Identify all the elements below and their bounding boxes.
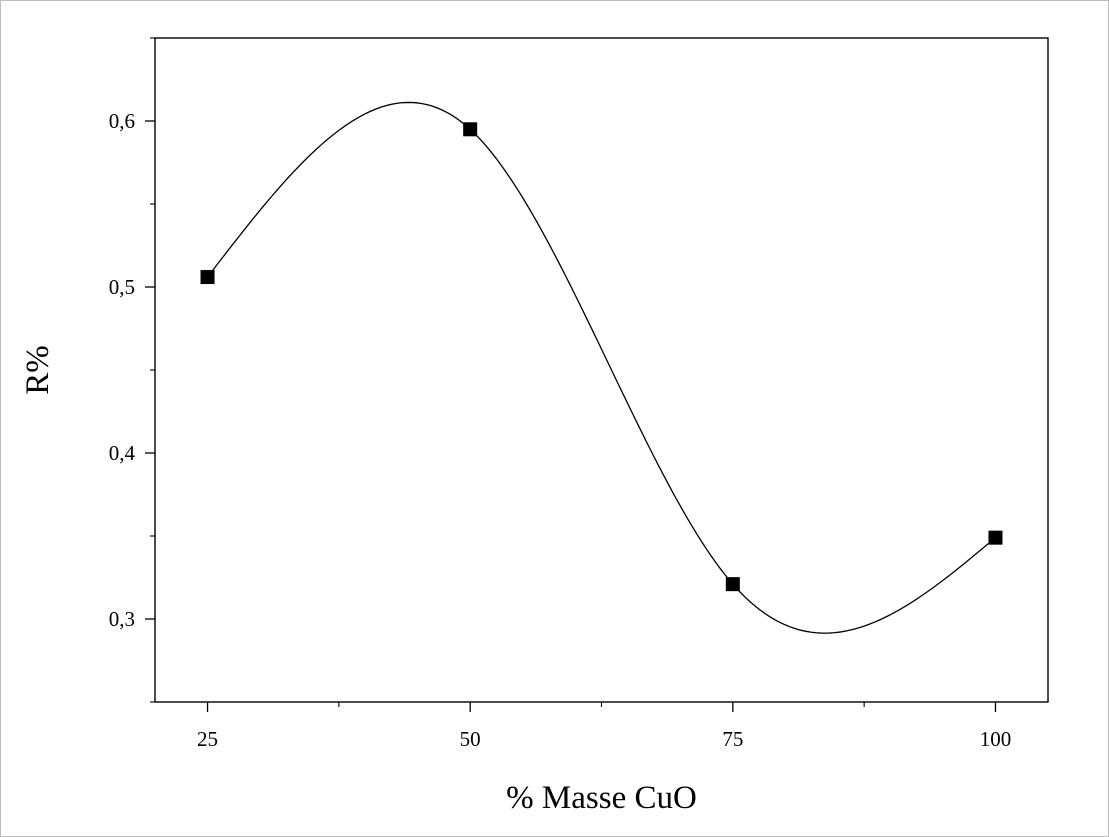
minor-ticks	[150, 37, 865, 707]
x-tick-label: 25	[197, 727, 218, 751]
y-tick-label: 0,4	[109, 441, 136, 465]
data-point	[725, 577, 740, 592]
data-point	[463, 122, 478, 137]
data-point	[200, 270, 215, 285]
data-points	[200, 122, 1003, 592]
x-axis-title: % Masse CuO	[506, 780, 697, 816]
tick-labels: 25 50 75 100 0,3 0,4 0,5 0,6	[109, 109, 1011, 751]
data-point	[988, 530, 1003, 545]
y-tick-label: 0,6	[109, 109, 135, 133]
x-tick-label: 50	[460, 727, 481, 751]
y-tick-label: 0,5	[109, 275, 135, 299]
fit-curve	[207, 101, 996, 634]
major-ticks	[145, 120, 997, 712]
y-tick-label: 0,3	[109, 607, 135, 631]
plot-area-frame	[154, 37, 1049, 703]
x-tick-label: 100	[980, 727, 1012, 751]
x-tick-label: 75	[722, 727, 743, 751]
y-axis-title: R%	[20, 345, 56, 395]
